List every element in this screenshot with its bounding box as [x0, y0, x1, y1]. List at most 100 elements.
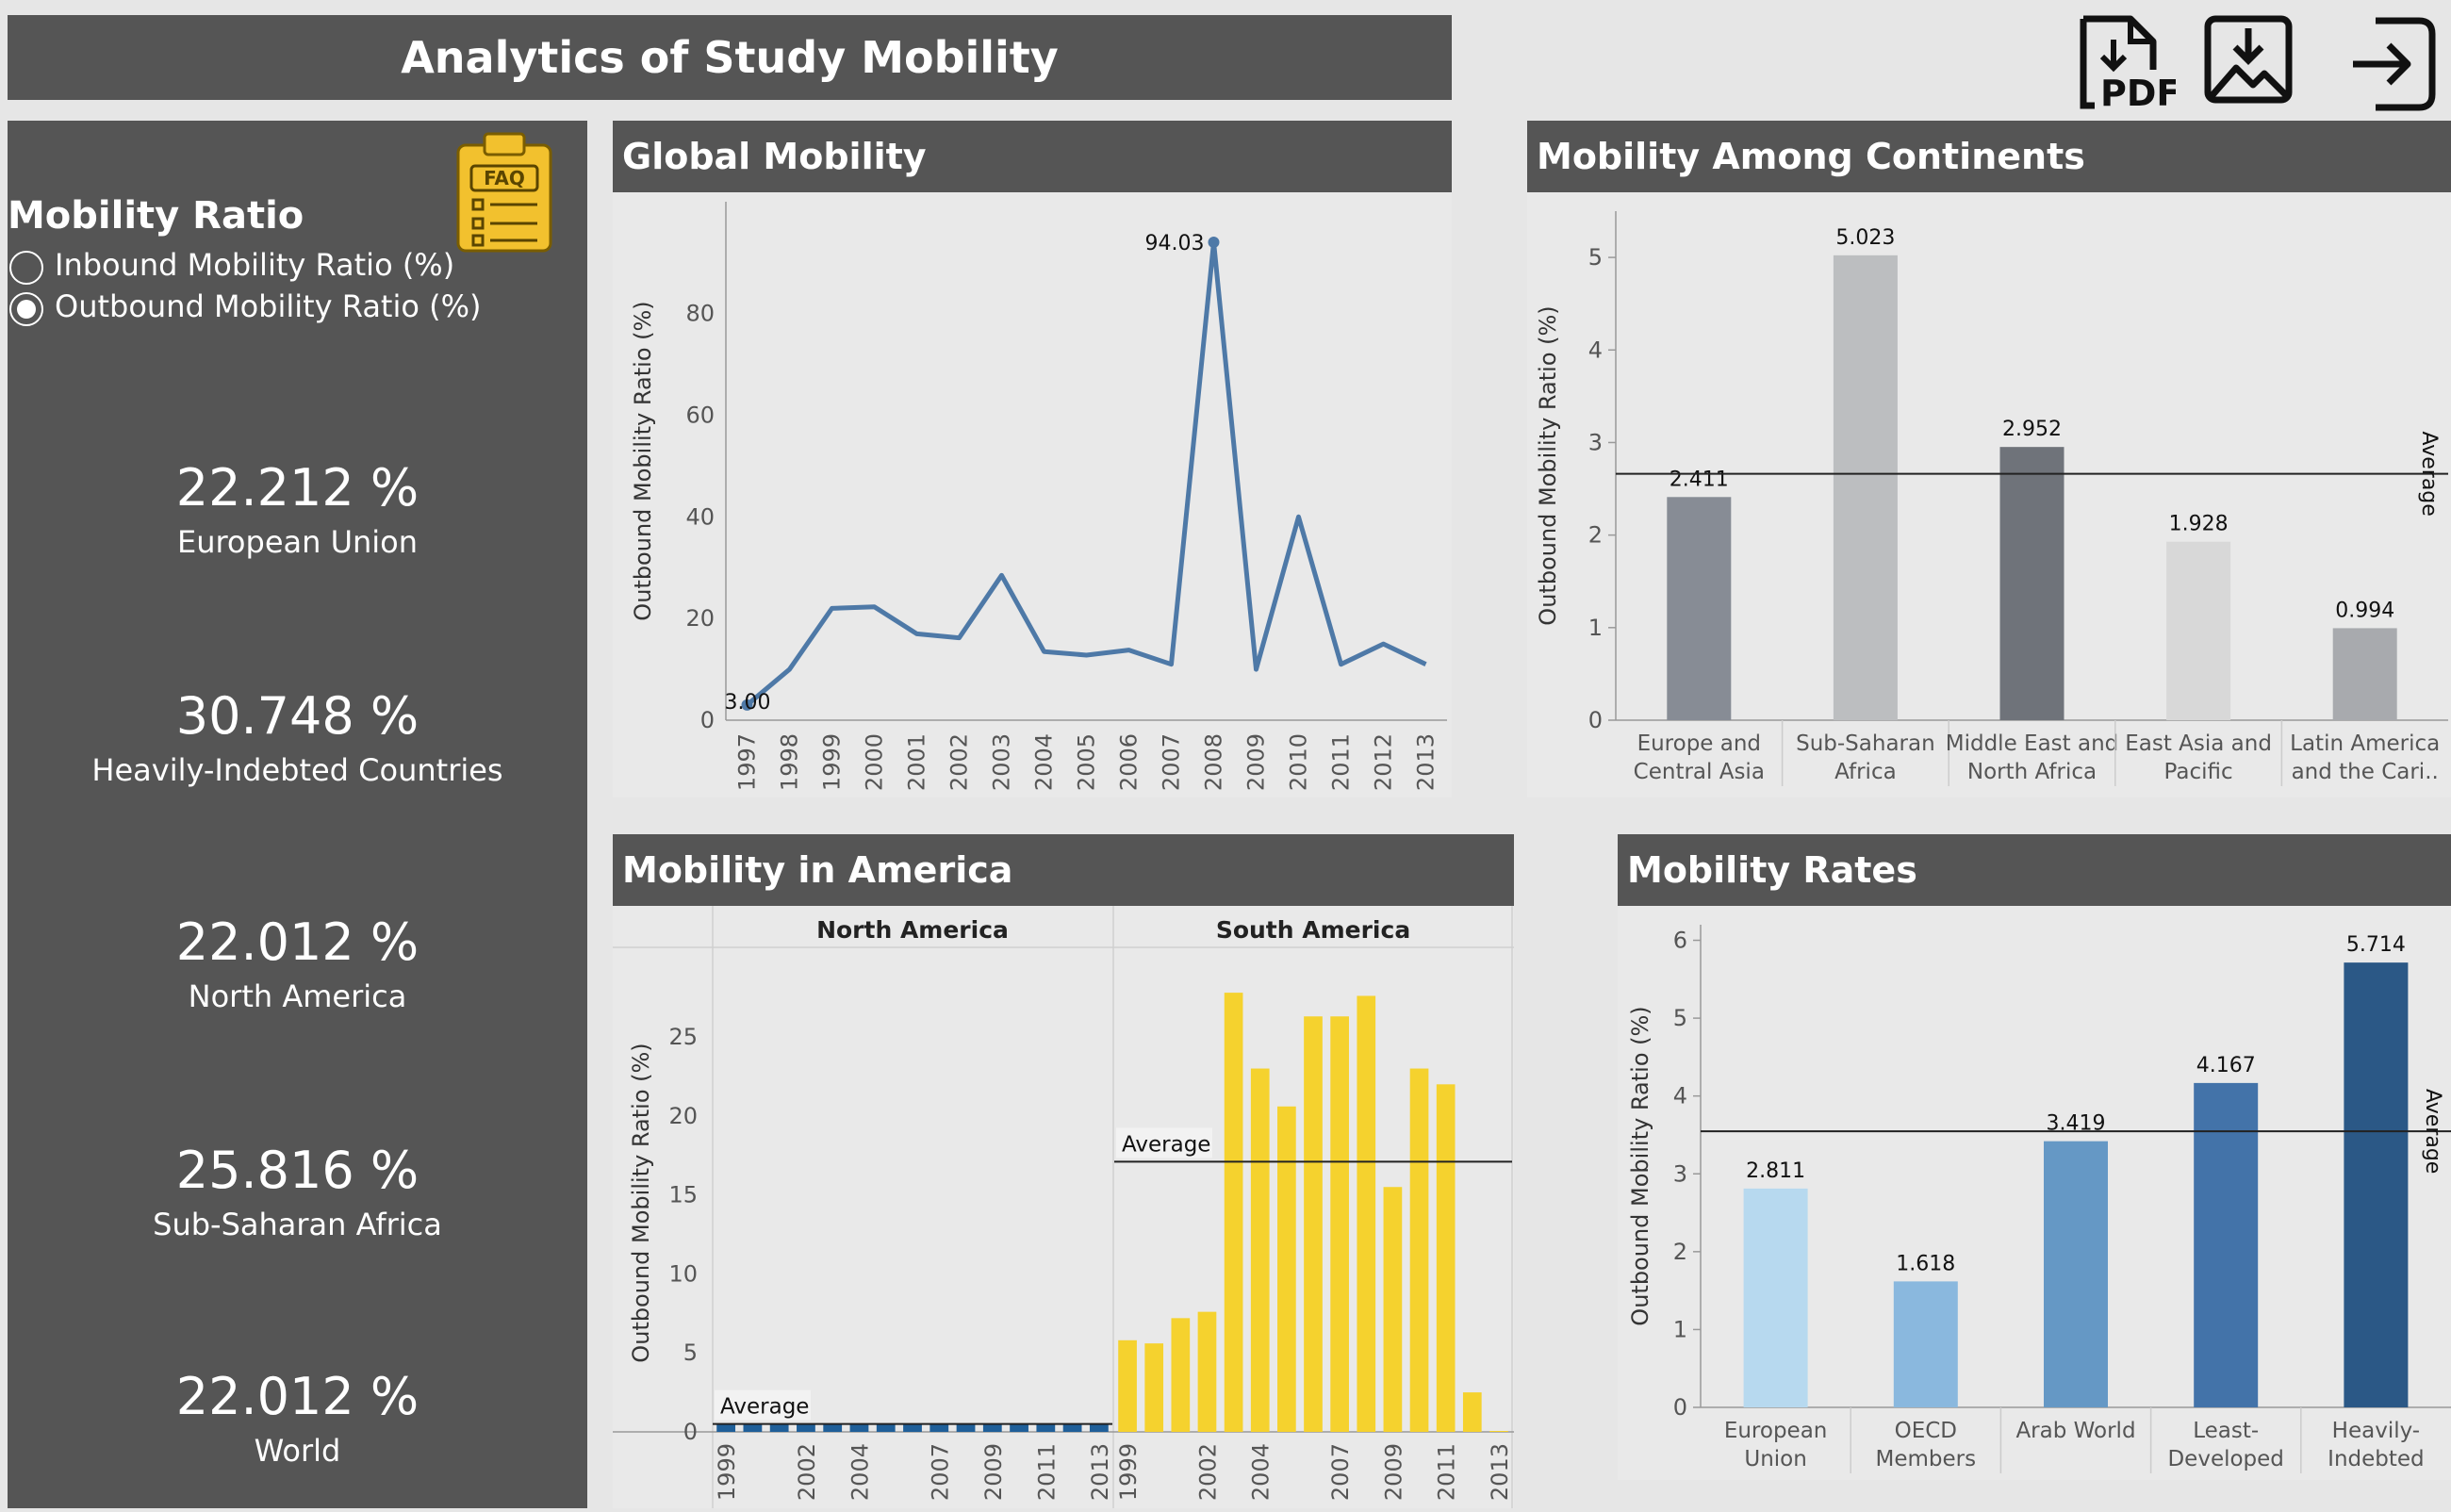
bar	[2166, 541, 2231, 720]
faq-button[interactable]: FAQ	[454, 132, 554, 253]
bar	[1383, 1187, 1403, 1432]
data-label: 4.167	[2196, 1054, 2256, 1077]
data-label: 5.023	[1835, 226, 1895, 250]
x-tick-label: Central Asia	[1634, 760, 1765, 784]
bar	[1462, 1392, 1482, 1432]
bar	[1118, 1339, 1137, 1432]
rates-panel: 0 1 2 3 4 5 6 Outbound Mobility Ratio (%) 2.811 E…	[1618, 906, 2451, 1480]
x-tick-label: 2007	[927, 1443, 953, 1501]
bar	[1062, 1423, 1082, 1432]
data-label: 3.00	[725, 691, 771, 715]
data-point	[741, 698, 753, 711]
x-tick-label: 2002	[1194, 1443, 1221, 1501]
kpi-label: North America	[188, 978, 407, 1014]
x-tick-label: North Africa	[1967, 760, 2097, 784]
y-tick-label: 0	[1673, 1394, 1687, 1421]
bar	[1304, 1016, 1323, 1432]
bar	[1833, 255, 1898, 720]
x-tick-label: Least-	[2193, 1419, 2259, 1443]
export-button[interactable]	[2338, 13, 2440, 115]
y-tick-label: 4	[1673, 1083, 1687, 1109]
export-arrow-icon	[2353, 17, 2436, 111]
america-panel: 0 5 10 15 20 25 Outbound Mobility Ratio (%) Nor…	[613, 906, 1514, 1508]
bar	[876, 1423, 896, 1432]
bar	[1171, 1318, 1191, 1432]
faq-label: FAQ	[484, 167, 525, 189]
global-mobility-chart: 0 20 40 60 80 Outbound Mobility Ratio (%) 1997…	[630, 202, 1447, 791]
bar	[1330, 1016, 1349, 1432]
y-axis-title: Outbound Mobility Ratio (%)	[1627, 1006, 1653, 1325]
x-tick-label: 2004	[847, 1443, 873, 1501]
x-tick-label: 1999	[714, 1443, 740, 1501]
x-tick-label: 2012	[1371, 733, 1397, 791]
x-tick-label: 2007	[1159, 733, 1185, 791]
y-tick-label: 3	[1588, 429, 1603, 455]
bar	[1489, 1431, 1508, 1432]
x-tick-label: and the Cari..	[2292, 760, 2439, 784]
bar	[1357, 995, 1376, 1432]
bar	[1436, 1084, 1456, 1432]
x-tick-label: 2005	[1074, 733, 1100, 791]
x-tick-label: 2004	[1248, 1443, 1275, 1501]
x-tick-label: 2009	[1380, 1443, 1406, 1501]
bar	[1667, 497, 1732, 720]
bar	[743, 1423, 763, 1432]
america-header: Mobility in America	[613, 834, 1514, 906]
bar	[903, 1423, 922, 1432]
x-tick-label: European	[1724, 1419, 1828, 1443]
x-tick-label: 2013	[1413, 733, 1439, 791]
x-tick-label: 2011	[1434, 1443, 1460, 1501]
y-tick-label: 5	[1673, 1005, 1687, 1031]
continents-title: Mobility Among Continents	[1537, 136, 2085, 177]
pane-header: South America	[1216, 916, 1410, 944]
x-tick-label: 2013	[1487, 1443, 1513, 1501]
bar	[2194, 1082, 2259, 1407]
y-tick-label: 25	[668, 1024, 698, 1050]
download-image-button[interactable]	[2202, 13, 2296, 107]
bar	[2044, 1141, 2108, 1407]
x-tick-label: Middle East and	[1946, 731, 2119, 756]
bar	[823, 1423, 843, 1432]
continents-header: Mobility Among Continents	[1527, 121, 2451, 192]
download-pdf-button[interactable]: PDF	[2072, 13, 2180, 114]
faq-clipboard-icon: FAQ	[456, 132, 552, 253]
y-tick-label: 0	[1588, 707, 1603, 733]
x-tick-label: 2000	[862, 733, 888, 791]
data-label: 2.952	[2002, 418, 2062, 441]
x-tick-label: Arab World	[2015, 1419, 2135, 1443]
bar	[769, 1423, 789, 1432]
bar	[1144, 1343, 1164, 1432]
x-tick-label: 1999	[1115, 1443, 1142, 1501]
radio-outbound[interactable]	[9, 292, 43, 326]
bar	[982, 1423, 1002, 1432]
x-tick-label: Indebted	[2328, 1447, 2424, 1471]
bar	[929, 1423, 949, 1432]
series-line	[745, 239, 1427, 707]
radio-inbound[interactable]	[9, 251, 43, 285]
america-chart: 0 5 10 15 20 25 Outbound Mobility Ratio (%) Nor…	[613, 906, 1514, 1508]
continents-chart: 0 1 2 3 4 5 Outbound Mobility Ratio (%) 2.411 Eu…	[1535, 211, 2448, 786]
x-tick-label: Africa	[1834, 760, 1897, 784]
y-axis-title: Outbound Mobility Ratio (%)	[630, 301, 656, 620]
y-tick-label: 80	[685, 301, 715, 327]
kpi-value: 25.816 %	[175, 1141, 419, 1200]
kpi-value: 30.748 %	[175, 686, 419, 746]
bar	[1743, 1188, 1808, 1407]
y-tick-label: 2	[1588, 522, 1603, 549]
pane-header: North America	[816, 916, 1009, 944]
bar	[1089, 1423, 1109, 1432]
average-label: Average	[1122, 1132, 1210, 1157]
y-axis-title: Outbound Mobility Ratio (%)	[628, 1043, 654, 1362]
x-tick-label: 1998	[777, 733, 803, 791]
data-point	[1208, 236, 1220, 248]
x-tick-label: OECD	[1895, 1419, 1957, 1443]
rates-header: Mobility Rates	[1618, 834, 2451, 906]
continents-panel: 0 1 2 3 4 5 Outbound Mobility Ratio (%) 2.411 Eu…	[1527, 192, 2451, 797]
bar	[1010, 1423, 1028, 1432]
kpi-value: 22.212 %	[175, 458, 419, 518]
bar	[1999, 447, 2064, 720]
x-tick-label: 2003	[989, 733, 1015, 791]
y-axis-title: Outbound Mobility Ratio (%)	[1535, 305, 1561, 625]
kpi-label: World	[254, 1433, 341, 1469]
bar	[1250, 1068, 1270, 1432]
